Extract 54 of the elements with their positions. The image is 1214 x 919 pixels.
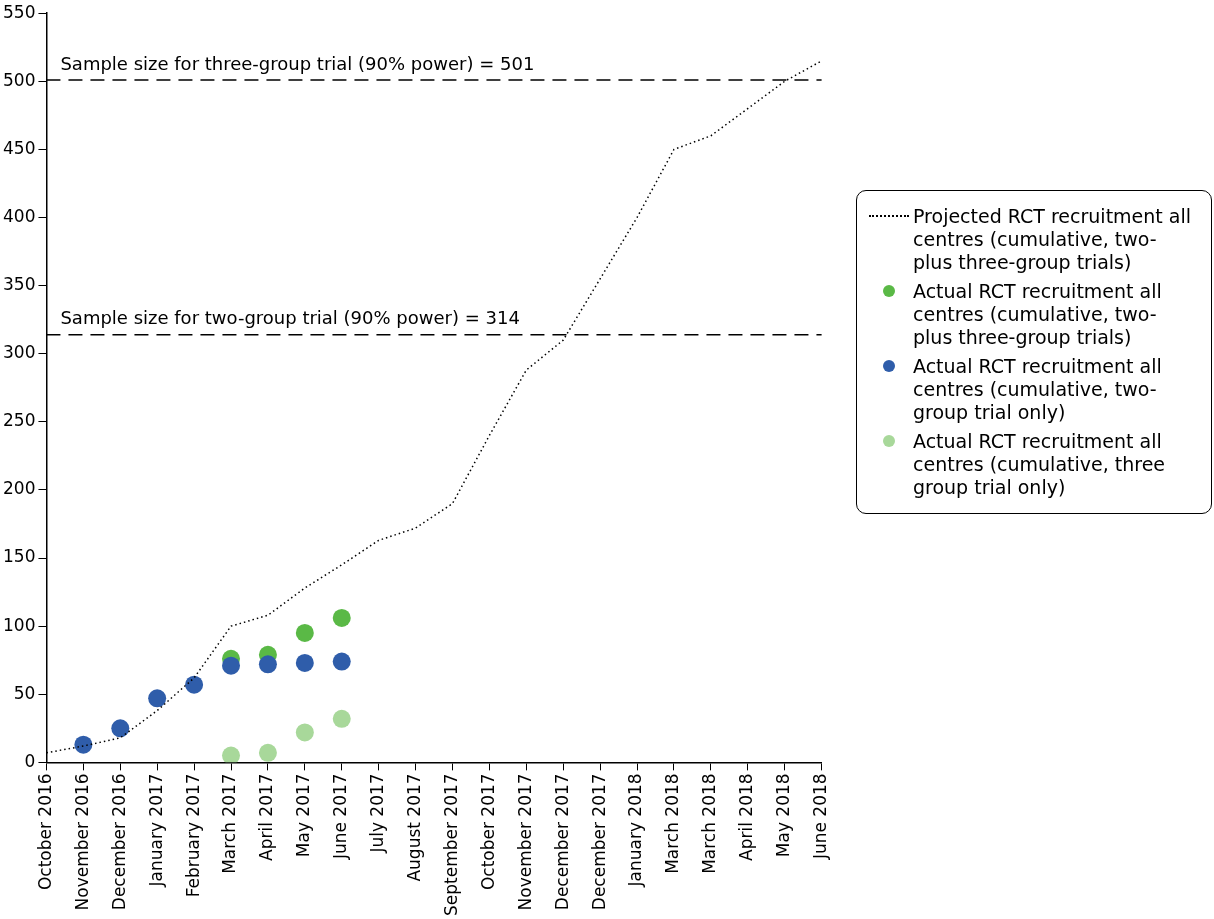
x-tick-label: March 2017 [219, 773, 240, 874]
x-tick-label: December 2017 [588, 773, 609, 911]
x-tick-label: March 2018 [662, 773, 683, 874]
x-tick-label: December 2017 [551, 773, 572, 911]
x-tick-label: October 2016 [34, 773, 55, 891]
y-tick-label: 300 [2, 342, 36, 363]
legend-label: Actual RCT recruitment all centres (cumulative, two- plus three-group trials) [913, 280, 1163, 349]
x-tick-label: April 2018 [736, 773, 757, 861]
x-tick-label: February 2017 [182, 773, 203, 898]
y-tick-label: 550 [2, 1, 36, 22]
point [111, 719, 130, 738]
x-tick-label: June 2018 [810, 773, 831, 861]
point [185, 675, 204, 694]
point [74, 735, 93, 754]
x-tick-label: May 2018 [773, 773, 794, 858]
x-tick-label: December 2016 [108, 773, 129, 911]
legend-label: Actual RCT recruitment all centres (cumulative, two-group trial only) [913, 355, 1163, 424]
point [222, 656, 241, 675]
x-tick-label: August 2017 [403, 773, 424, 882]
x-tick-label: April 2017 [256, 773, 277, 861]
ref-line-label: Sample size for three-group trial (90% power) = 501 [60, 52, 535, 74]
point [222, 746, 241, 763]
y-tick-label: 0 [24, 750, 36, 771]
y-tick-label: 450 [2, 137, 36, 158]
x-tick-label: November 2017 [514, 773, 535, 911]
x-tick-label: January 2018 [625, 773, 646, 888]
ref-line-label: Sample size for two-group trial (90% power) = 314 [60, 307, 520, 329]
point [258, 743, 277, 762]
point [332, 608, 351, 627]
x-tick-label: March 2018 [699, 773, 720, 874]
y-tick-label: 150 [2, 546, 36, 567]
point [258, 655, 277, 674]
x-tick-label: May 2017 [293, 773, 314, 858]
y-tick-label: 200 [2, 478, 36, 499]
y-tick-label: 400 [2, 205, 36, 226]
x-tick-label: January 2017 [145, 773, 166, 888]
y-tick-label: 50 [13, 682, 36, 703]
x-tick-label: July 2017 [367, 773, 388, 854]
point [295, 723, 314, 742]
x-tick-label: September 2017 [440, 773, 461, 917]
point [295, 653, 314, 672]
y-tick-label: 100 [2, 614, 36, 635]
x-tick-label: November 2016 [71, 773, 92, 911]
x-tick-label: October 2017 [477, 773, 498, 891]
y-tick-label: 500 [2, 69, 36, 90]
x-tick-label: June 2017 [330, 773, 351, 861]
y-tick-label: 350 [2, 274, 36, 295]
point [295, 623, 314, 642]
legend-label: Actual RCT recruitment all centres (cumulative, three group trial only) [913, 430, 1167, 499]
y-tick-label: 250 [2, 410, 36, 431]
point [332, 652, 351, 671]
point [148, 689, 167, 708]
point [332, 709, 351, 728]
legend-label: Projected RCT recruitment all centres (cumulative, two- plus three-group trials) [913, 205, 1192, 274]
